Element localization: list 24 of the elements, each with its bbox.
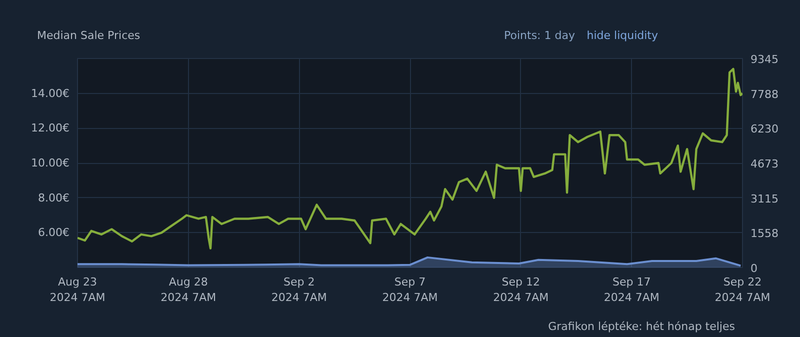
x-tick-label: Sep 12 2024 7AM [493, 276, 549, 304]
text: Grafikon léptéke: hét hónap teljes [548, 319, 735, 335]
y2-tick-label: 3115 [750, 192, 778, 206]
y2-tick-label: 9345 [750, 53, 778, 66]
x-tick-label: Aug 28 2024 7AM [160, 276, 216, 304]
chart-title: Median Sale Prices [37, 28, 140, 44]
x-tick-label: Sep 22 2024 7AM [714, 276, 770, 304]
y2-tick-label: 1558 [750, 227, 778, 240]
y-tick-label: 12.00€ [31, 122, 70, 135]
x-tick-label: Sep 17 2024 7AM [604, 276, 660, 304]
y-tick-label: 8.00€ [38, 191, 70, 204]
y-tick-label: 14.00€ [31, 86, 70, 100]
x-tick-label: Sep 7 2024 7AM [382, 276, 438, 304]
y-tick-label: 10.00€ [31, 156, 70, 170]
line-series [78, 68, 742, 250]
text: Points: 1 day [504, 28, 575, 44]
text: hide liquidity [586, 28, 658, 44]
y2-tick-label: 4673 [750, 157, 778, 170]
y2-tick-label: 6230 [750, 122, 778, 136]
y2-tick-label: 0 [750, 262, 758, 275]
x-tick-label: Aug 23 2024 7AM [50, 276, 106, 304]
y-tick-label: 6.00€ [38, 226, 70, 240]
y2-tick-label: 7788 [750, 88, 778, 101]
x-tick-label: Sep 2 2024 7AM [271, 276, 327, 304]
